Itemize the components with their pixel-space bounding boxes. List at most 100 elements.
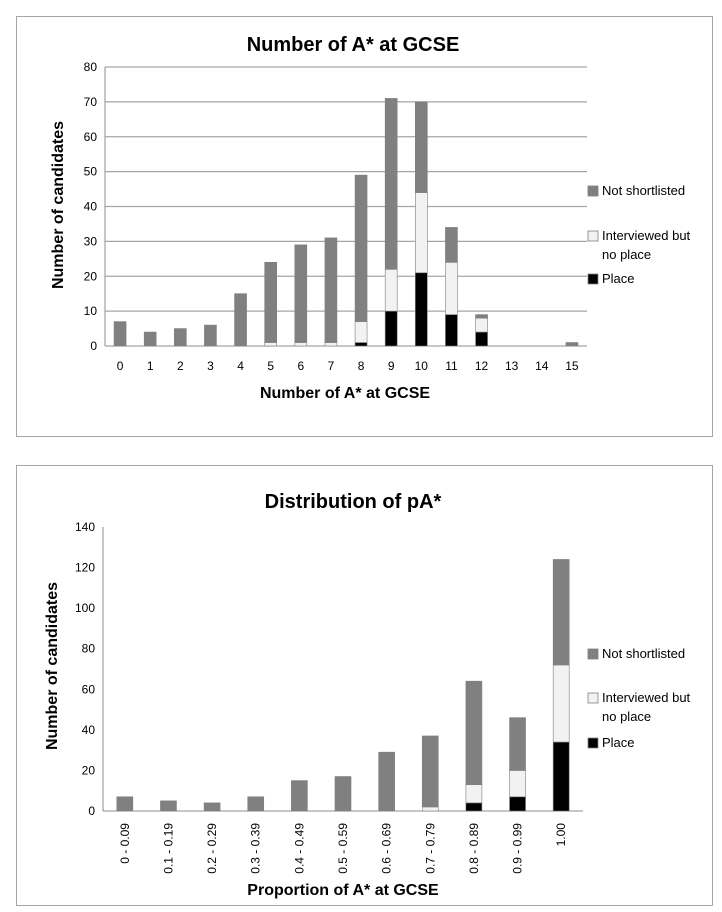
bar-interviewed-but-no-place-8 — [354, 321, 368, 343]
bar-not-shortlisted-1-00 — [552, 559, 570, 666]
y-tick-label-20: 20 — [82, 763, 96, 777]
x-tick-label-0-7-0-79: 0.7 - 0.79 — [423, 823, 437, 874]
bar-not-shortlisted-0-3-0-39 — [247, 796, 265, 812]
bar-not-shortlisted-5 — [264, 262, 277, 343]
bar-not-shortlisted-0-0-09 — [116, 796, 134, 812]
legend-swatch-interviewed-but-no-place — [587, 230, 599, 242]
x-tick-label-0-8-0-89: 0.8 - 0.89 — [467, 823, 481, 874]
legend-label-interviewed-but-no-place: Interviewed but no place — [602, 228, 691, 262]
bar-interviewed-but-no-place-5 — [264, 342, 277, 347]
bar-place-8 — [354, 342, 368, 347]
bar-interviewed-but-no-place-7 — [324, 342, 338, 347]
bar-interviewed-but-no-place-1-00 — [552, 664, 570, 743]
y-tick-label-100: 100 — [75, 601, 95, 615]
x-tick-label-0-0-09: 0 - 0.09 — [118, 823, 132, 864]
x-tick-label-0-1-0-19: 0.1 - 0.19 — [161, 823, 175, 874]
bar-interviewed-but-no-place-11 — [445, 262, 458, 315]
x-tick-label-13: 13 — [505, 359, 519, 373]
bar-not-shortlisted-0-1-0-19 — [160, 800, 177, 812]
x-tick-label-0-2-0-29: 0.2 - 0.29 — [205, 823, 219, 874]
bar-not-shortlisted-7 — [324, 237, 338, 343]
bar-not-shortlisted-9 — [384, 98, 398, 270]
bar-not-shortlisted-4 — [234, 293, 247, 347]
y-tick-label-40: 40 — [82, 723, 96, 737]
y-tick-label-40: 40 — [84, 200, 98, 214]
x-tick-label-0-3-0-39: 0.3 - 0.39 — [249, 823, 263, 874]
y-tick-label-140: 140 — [75, 520, 95, 534]
bar-interviewed-but-no-place-6 — [294, 342, 308, 347]
y-tick-label-60: 60 — [82, 682, 96, 696]
legend-label-place: Place — [602, 271, 635, 286]
bar-not-shortlisted-0-2-0-29 — [203, 802, 221, 812]
chart-title: Number of A* at GCSE — [247, 34, 460, 56]
y-tick-label-0: 0 — [88, 804, 95, 818]
bar-not-shortlisted-2 — [174, 328, 187, 347]
chart-pa-star-distribution: Distribution of pA* 0 20 40 60 80 100 120 140 0 -… — [44, 491, 691, 899]
bar-interviewed-but-no-place-9 — [384, 268, 398, 312]
x-tick-label-0-9-0-99: 0.9 - 0.99 — [511, 823, 525, 874]
bar-not-shortlisted-0-7-0-79 — [421, 735, 439, 808]
legend-swatch-place — [587, 737, 599, 749]
bar-not-shortlisted-8 — [354, 174, 368, 322]
y-axis-label: Number of candidates — [44, 582, 61, 750]
chart-panel-pa-star-distribution: Distribution of pA* 0 20 40 60 80 100 120 140 0 -… — [16, 465, 713, 906]
x-tick-label-3: 3 — [207, 359, 214, 373]
x-tick-label-0-4-0-49: 0.4 - 0.49 — [292, 823, 306, 874]
bar-not-shortlisted-0-8-0-89 — [465, 680, 483, 785]
x-tick-label-11: 11 — [445, 359, 458, 373]
x-tick-label-4: 4 — [237, 359, 244, 373]
legend-label-not-shortlisted: Not shortlisted — [602, 646, 685, 661]
bar-not-shortlisted-11 — [445, 227, 458, 263]
y-tick-label-70: 70 — [84, 95, 98, 109]
y-tick-label-60: 60 — [84, 130, 98, 144]
bar-place-0-8-0-89 — [465, 802, 483, 812]
x-tick-label-1: 1 — [147, 359, 154, 373]
bar-interviewed-but-no-place-0-9-0-99 — [509, 770, 526, 798]
y-tick-label-80: 80 — [84, 60, 98, 74]
x-tick-label-14: 14 — [535, 359, 549, 373]
bar-interviewed-but-no-place-10 — [415, 192, 428, 274]
x-tick-label-2: 2 — [177, 359, 184, 373]
x-tick-label-0: 0 — [117, 359, 124, 373]
legend-swatch-not-shortlisted — [587, 648, 599, 660]
bar-not-shortlisted-0-6-0-69 — [378, 751, 395, 812]
legend-swatch-interviewed-but-no-place — [587, 692, 599, 704]
x-tick-label-9: 9 — [388, 359, 395, 373]
y-tick-label-120: 120 — [75, 561, 95, 575]
bar-not-shortlisted-10 — [415, 101, 428, 193]
y-tick-label-10: 10 — [84, 304, 98, 318]
bar-not-shortlisted-15 — [565, 342, 579, 347]
x-tick-label-0-5-0-59: 0.5 - 0.59 — [336, 823, 350, 874]
y-tick-label-0: 0 — [90, 339, 97, 353]
bar-place-0-9-0-99 — [509, 796, 526, 812]
y-tick-label-50: 50 — [84, 165, 98, 179]
bar-place-9 — [384, 310, 398, 347]
legend-swatch-place — [587, 273, 599, 285]
chart-title: Distribution of pA* — [265, 491, 442, 513]
bar-not-shortlisted-0-5-0-59 — [334, 776, 352, 812]
bar-not-shortlisted-3 — [204, 324, 217, 347]
x-axis-label: Number of A* at GCSE — [260, 385, 430, 402]
y-tick-label-80: 80 — [82, 642, 96, 656]
bar-place-12 — [475, 331, 488, 347]
y-tick-label-20: 20 — [84, 269, 98, 283]
bar-place-10 — [415, 272, 428, 347]
x-tick-label-6: 6 — [297, 359, 304, 373]
chart-panel-a-star-count: Number of A* at GCSE 0 10 20 30 40 50 60 70 80 0 1 2… — [16, 16, 713, 437]
legend-label-interviewed-but-no-place: Interviewed but no place — [602, 690, 691, 724]
bar-interviewed-but-no-place-0-7-0-79 — [421, 806, 439, 812]
x-tick-label-5: 5 — [267, 359, 274, 373]
bar-not-shortlisted-12 — [475, 314, 488, 319]
bar-not-shortlisted-1 — [143, 331, 157, 347]
x-tick-label-15: 15 — [565, 359, 579, 373]
x-tick-label-8: 8 — [358, 359, 365, 373]
bar-interviewed-but-no-place-0-8-0-89 — [465, 784, 483, 804]
bar-not-shortlisted-6 — [294, 244, 308, 343]
bar-place-1-00 — [552, 741, 570, 812]
y-axis-label: Number of candidates — [50, 121, 67, 289]
bar-not-shortlisted-0-4-0-49 — [291, 780, 308, 812]
bar-interviewed-but-no-place-12 — [475, 317, 488, 333]
x-tick-label-12: 12 — [475, 359, 489, 373]
bar-not-shortlisted-0-9-0-99 — [509, 717, 526, 771]
